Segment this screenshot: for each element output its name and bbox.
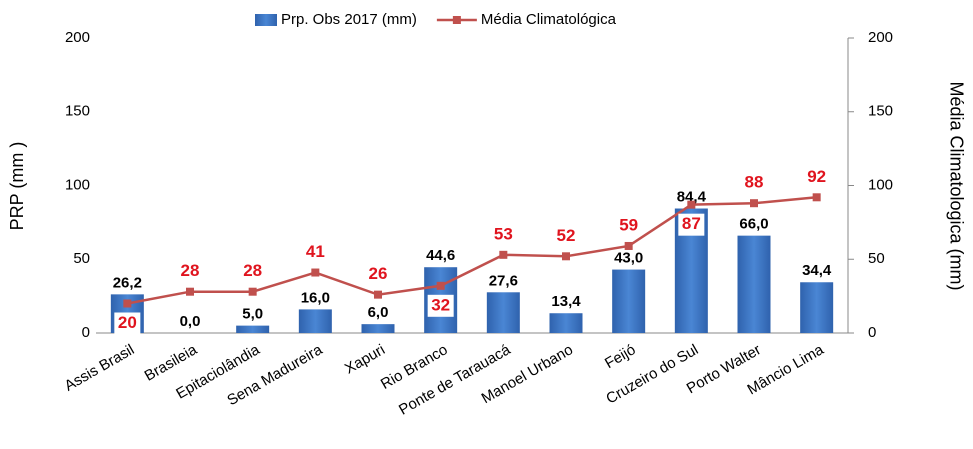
bar-value-label: 6,0 (368, 304, 389, 321)
legend-swatch (255, 14, 277, 26)
bar-value-label: 16,0 (301, 289, 330, 306)
x-tick-label: Feijó (602, 341, 639, 372)
bar (361, 324, 395, 333)
bar-value-label: 34,4 (802, 262, 832, 279)
bar (737, 235, 771, 333)
y-tick-label: 200 (65, 29, 90, 46)
bar (236, 325, 270, 333)
bar-value-label: 66,0 (739, 216, 768, 233)
line-value-label: 28 (181, 261, 200, 280)
bar (486, 292, 520, 333)
x-tick-label: Xapuri (342, 341, 388, 377)
y-axis-label: PRP (mm ) (7, 142, 27, 231)
y2-tick-label: 150 (868, 103, 893, 120)
line-marker (248, 287, 257, 296)
line-value-label: 87 (682, 214, 701, 233)
line-marker (750, 199, 758, 208)
line-value-label: 92 (807, 167, 826, 186)
x-tick-label: Ponte de Tarauacá (396, 341, 514, 419)
bar-value-label: 84,4 (677, 188, 707, 205)
line-value-label: 26 (369, 264, 388, 283)
line-marker (436, 281, 445, 290)
line-value-label: 32 (431, 295, 450, 314)
y2-tick-label: 200 (868, 29, 893, 46)
y2-tick-label: 0 (868, 324, 876, 341)
legend-label: Média Climatológica (481, 11, 617, 28)
bar-value-label: 27,6 (489, 272, 518, 289)
y-tick-label: 0 (82, 324, 90, 341)
bar (298, 309, 332, 333)
bar-value-label: 26,2 (113, 274, 142, 291)
x-tick-label: Assis Brasil (62, 341, 138, 394)
y2-tick-label: 50 (868, 250, 885, 267)
bar-value-label: 44,6 (426, 247, 455, 264)
label-background (427, 294, 454, 317)
bar-value-label: 0,0 (180, 313, 201, 330)
line-value-label: 41 (306, 242, 325, 261)
label-background (678, 213, 705, 236)
y2-axis-label: Média Climatologica (mm) (946, 81, 966, 290)
line-value-label: 88 (745, 173, 764, 192)
line-marker (624, 241, 633, 250)
line-value-label: 20 (118, 313, 137, 332)
line (127, 196, 817, 305)
line-marker (311, 268, 320, 277)
line-marker (687, 200, 696, 209)
bar-value-label: 13,4 (551, 293, 581, 310)
bar (612, 269, 646, 333)
bar (800, 282, 834, 333)
y-tick-label: 100 (65, 176, 90, 193)
line-value-label: 59 (619, 215, 638, 234)
line-marker (812, 193, 821, 202)
line-value-label: 28 (243, 261, 262, 280)
bar-value-label: 43,0 (614, 250, 643, 267)
line-marker (499, 250, 508, 259)
bar-value-label: 5,0 (242, 306, 263, 323)
legend-label: Prp. Obs 2017 (mm) (281, 11, 417, 28)
line-marker (374, 290, 382, 299)
legend-swatch (452, 16, 461, 24)
line-marker (123, 299, 132, 308)
line-marker (186, 287, 194, 296)
line-value-label: 52 (557, 226, 576, 245)
y2-tick-label: 100 (868, 176, 893, 193)
bar (549, 313, 583, 333)
y-tick-label: 50 (73, 250, 90, 267)
y-tick-label: 150 (65, 103, 90, 120)
line-marker (562, 252, 570, 261)
line-value-label: 53 (494, 224, 513, 243)
label-background (114, 312, 141, 335)
